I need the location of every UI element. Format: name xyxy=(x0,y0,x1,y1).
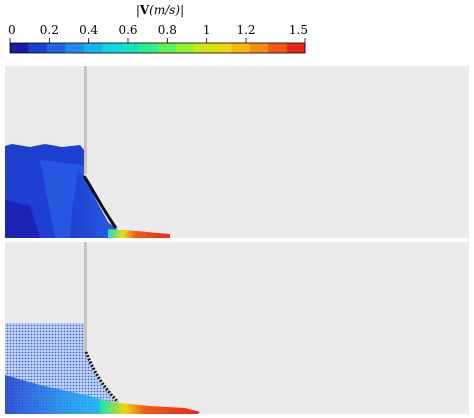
top-free-surface-line xyxy=(82,175,118,229)
colorbar-tick-label: 0.8 xyxy=(158,23,177,37)
bottom-free-surface-line xyxy=(84,351,120,404)
colorbar: |V(m/s)| 0 0.2 0.4 0.6 0.8 1 1.2 1.5 xyxy=(8,3,308,54)
colorbar-gradient xyxy=(10,43,306,53)
colorbar-swatch xyxy=(175,43,195,53)
colorbar-tick-label: 0 xyxy=(8,23,16,37)
colorbar-swatch xyxy=(231,43,251,53)
colorbar-swatch xyxy=(212,43,232,53)
top-gate xyxy=(84,66,87,174)
colorbar-tick-labels: 0 0.2 0.4 0.6 0.8 1 1.2 1.5 xyxy=(8,23,308,37)
colorbar-swatch xyxy=(102,43,122,53)
colorbar-ticks xyxy=(9,38,306,43)
colorbar-swatch xyxy=(268,43,287,53)
top-water-inner-shade xyxy=(5,200,40,238)
colorbar-swatch xyxy=(120,43,140,53)
colorbar-tick-label: 1 xyxy=(203,23,211,37)
colorbar-swatch xyxy=(46,43,66,53)
colorbar-frame xyxy=(9,42,306,54)
colorbar-swatch xyxy=(139,43,158,53)
top-flow-front xyxy=(108,229,170,238)
colorbar-tick-label: 0.2 xyxy=(40,23,59,37)
panel-separator xyxy=(5,238,469,242)
colorbar-tick-label: 0.6 xyxy=(118,23,137,37)
colorbar-tick-label: 0.4 xyxy=(79,23,98,37)
bottom-flow-front xyxy=(100,400,200,414)
bottom-water-lower xyxy=(5,375,120,414)
colorbar-swatch xyxy=(83,43,103,53)
top-flow-tongue xyxy=(70,170,170,238)
bottom-panel xyxy=(5,242,469,414)
colorbar-swatch xyxy=(286,43,306,53)
colorbar-swatch xyxy=(249,43,269,53)
bottom-gate xyxy=(84,242,87,354)
top-panel xyxy=(5,66,469,238)
colorbar-title: |V(m/s)| xyxy=(136,3,184,17)
colorbar-swatch xyxy=(10,43,29,53)
colorbar-swatch xyxy=(157,43,177,53)
colorbar-swatch xyxy=(194,43,214,53)
colorbar-swatch xyxy=(28,43,48,53)
colorbar-swatch xyxy=(65,43,85,53)
colorbar-tick-label: 1.2 xyxy=(236,23,255,37)
colorbar-tick-label: 1.5 xyxy=(289,23,308,37)
